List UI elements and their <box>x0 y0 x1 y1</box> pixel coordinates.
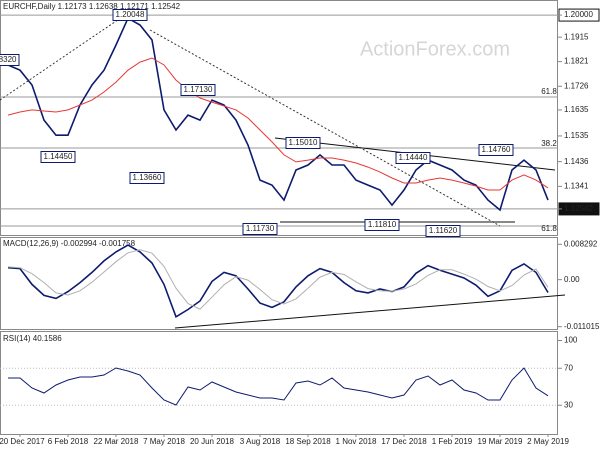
trend-line <box>0 14 126 101</box>
level-box <box>395 152 431 164</box>
level-box <box>112 9 148 21</box>
y-tick-label: 1.1535 <box>564 131 589 140</box>
level-box <box>425 225 461 237</box>
level-label: 1.20048 <box>116 10 145 19</box>
level-label: 1.13660 <box>133 173 162 182</box>
level-label: 1.11620 <box>429 226 458 235</box>
y-tick-label: 1.1436 <box>564 157 589 166</box>
rsi-title: RSI(14) 40.1586 <box>3 334 62 343</box>
series-line <box>8 367 549 406</box>
level-box <box>129 172 165 184</box>
series-line <box>7 57 549 191</box>
level-box <box>478 144 514 156</box>
level-label: 1.15010 <box>289 138 318 147</box>
y-tick-label: 1.1821 <box>564 57 589 66</box>
level-label: 1.17130 <box>184 85 213 94</box>
rsi-panel <box>0 331 558 435</box>
x-tick-label: 3 Aug 2018 <box>240 437 281 446</box>
level-box <box>40 151 76 163</box>
watermark: ActionForex.com <box>360 38 510 60</box>
level-box <box>0 54 20 66</box>
level-label: 1.14450 <box>44 152 73 161</box>
level-label: 1.11810 <box>368 220 397 229</box>
y-tick-label: -0.011015 <box>564 322 600 331</box>
level-label: 1.11730 <box>246 224 275 233</box>
x-tick-label: 18 Sep 2018 <box>285 437 331 446</box>
level-label: 1.18320 <box>0 55 17 64</box>
level-label: 1.14760 <box>482 145 511 154</box>
y-tick-label: 1.1635 <box>564 105 589 114</box>
y-tick-label: 0.008292 <box>564 239 598 248</box>
level-box <box>242 223 278 235</box>
x-tick-label: 6 Feb 2018 <box>48 437 89 446</box>
level-box <box>180 84 216 96</box>
x-tick-label: 1 Feb 2019 <box>432 437 473 446</box>
fib-label: 61.8 <box>541 87 557 96</box>
level-label: 1.14440 <box>399 153 428 162</box>
y-tick-label: 1.1915 <box>564 32 589 41</box>
x-tick-label: 7 May 2018 <box>143 437 185 446</box>
y-tick-label: 100 <box>564 336 578 345</box>
price-panel <box>0 0 558 236</box>
y-tick-label: 1.1341 <box>564 181 589 190</box>
x-tick-label: 20 Jun 2018 <box>190 437 235 446</box>
series-line <box>7 249 549 310</box>
trend-line <box>174 294 566 329</box>
fib-label: 38.2 <box>541 139 557 148</box>
x-tick-label: 20 Dec 2017 <box>0 437 45 446</box>
y-tick-label: 70 <box>564 363 573 372</box>
header: EURCHF,Daily 1.12173 1.12638 1.12171 1.1… <box>3 2 181 11</box>
y-tick-label: 1.1726 <box>564 81 589 90</box>
level-box <box>285 137 321 149</box>
y-tick-label: 1.12542 <box>564 204 593 213</box>
x-tick-label: 17 Dec 2018 <box>381 437 427 446</box>
series-line <box>7 17 549 212</box>
x-tick-label: 19 Mar 2019 <box>478 437 523 446</box>
level-box <box>364 219 400 231</box>
series-line <box>7 244 549 318</box>
x-tick-label: 22 Mar 2018 <box>94 437 139 446</box>
x-tick-label: 1 Nov 2018 <box>336 437 377 446</box>
y-tick-label: 0.00 <box>564 275 580 284</box>
x-tick-label: 2 May 2019 <box>527 437 569 446</box>
macd-title: MACD(12,26,9) -0.002994 -0.001758 <box>3 239 136 248</box>
fib-label: 61.8 <box>541 224 557 233</box>
y-tick-label: 1.20000 <box>564 10 593 19</box>
trend-line <box>149 29 501 227</box>
macd-panel <box>0 237 558 330</box>
y-tick-label: 30 <box>564 400 573 409</box>
